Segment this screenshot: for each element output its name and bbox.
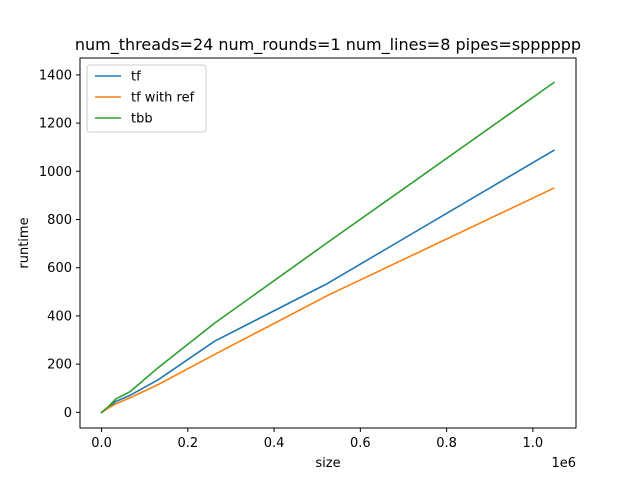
x-tick-label: 0.8 [436, 436, 457, 451]
y-axis: 0 200 400 600 800 1000 1200 1400 [39, 68, 80, 421]
y-axis-label: runtime [17, 217, 32, 268]
legend-box [86, 64, 207, 133]
series-line-tbb [100, 81, 555, 414]
x-tick-label: 1.0 [523, 436, 544, 451]
legend-label-tf: tf [131, 70, 141, 85]
chart-title: num_threads=24 num_rounds=1 num_lines=8 … [75, 35, 581, 55]
x-tick-label: 0.0 [91, 436, 112, 451]
legend: tf tf with ref tbb [86, 64, 207, 133]
x-axis: 0.0 0.2 0.4 0.6 0.8 1.0 [91, 428, 543, 451]
legend-label-tf-with-ref: tf with ref [131, 91, 195, 106]
x-tick-label: 0.2 [177, 436, 198, 451]
y-tick-label: 200 [47, 358, 72, 373]
y-tick-label: 0 [64, 406, 72, 421]
y-tick-label: 400 [47, 309, 72, 324]
x-tick-label: 0.4 [264, 436, 285, 451]
series-layer [100, 81, 555, 414]
x-offset-label: 1e6 [551, 456, 576, 471]
x-axis-label: size [315, 456, 340, 471]
y-tick-label: 600 [47, 261, 72, 276]
x-tick-label: 0.6 [350, 436, 371, 451]
y-tick-label: 1200 [39, 117, 72, 132]
y-tick-label: 1400 [39, 68, 72, 83]
series-line-tf-with-ref [100, 187, 555, 414]
plot-frame [79, 57, 577, 429]
y-tick-label: 1000 [39, 165, 72, 180]
legend-label-tbb: tbb [131, 112, 153, 127]
y-tick-label: 800 [47, 213, 72, 228]
